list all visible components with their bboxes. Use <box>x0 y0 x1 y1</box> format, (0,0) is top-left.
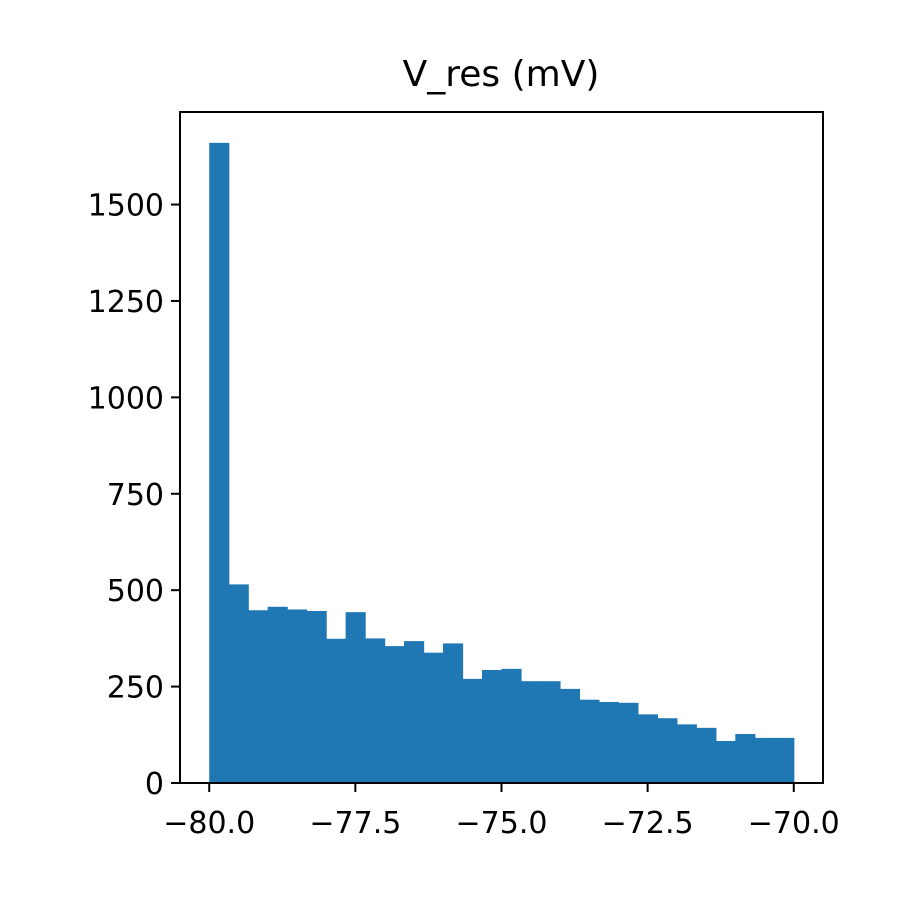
histogram-bar <box>637 714 658 783</box>
x-tick-label: −77.5 <box>309 806 401 841</box>
histogram-bar <box>618 702 639 783</box>
histogram-bar <box>482 670 503 783</box>
histogram-bar <box>462 678 483 783</box>
x-tick-label: −70.0 <box>748 806 840 841</box>
plot-frame <box>179 111 824 784</box>
x-tick-label: −75.0 <box>456 806 548 841</box>
histogram-bar <box>559 688 581 783</box>
y-tick-label: 750 <box>107 478 164 513</box>
histogram-bar <box>306 611 327 783</box>
y-tick-label: 1250 <box>88 285 164 320</box>
histogram-bar <box>248 610 269 783</box>
histogram-bar <box>676 724 697 783</box>
x-tick-label: −72.5 <box>602 806 694 841</box>
chart-title: V_res (mV) <box>403 54 600 95</box>
histogram-bar <box>540 681 561 783</box>
histogram-bar <box>774 737 795 783</box>
y-tick-label: 250 <box>107 671 164 706</box>
y-tick-label: 1500 <box>88 189 164 224</box>
histogram-bar <box>365 638 386 783</box>
histogram-bar <box>735 734 756 783</box>
histogram-bar <box>423 652 444 783</box>
histogram-bar <box>443 643 464 783</box>
y-axis-ticks: 0 250 500 750 1000 1250 1500 <box>88 189 180 802</box>
bars-group <box>209 142 795 784</box>
histogram-bar <box>209 142 230 784</box>
histogram-bar <box>287 609 308 783</box>
histogram-bar <box>520 681 542 783</box>
x-axis-ticks: −80.0 −77.5 −75.0 −72.5 −70.0 <box>163 783 840 841</box>
histogram-bar <box>345 612 366 783</box>
y-tick-label: 1000 <box>88 381 164 416</box>
y-tick-label: 0 <box>145 767 164 802</box>
histogram-bar <box>754 737 775 783</box>
histogram-bar <box>657 718 678 783</box>
histogram-bar <box>228 584 249 783</box>
histogram-bar <box>267 606 288 783</box>
histogram-bar <box>579 699 600 783</box>
y-tick-label: 500 <box>107 574 164 609</box>
histogram-bar <box>598 702 620 783</box>
histogram-bar <box>715 740 736 783</box>
histogram-bar <box>501 668 522 783</box>
histogram-bar <box>696 727 717 783</box>
histogram-bar <box>326 638 347 783</box>
x-tick-label: −80.0 <box>163 806 255 841</box>
histogram-bar <box>384 646 405 783</box>
histogram-bar <box>404 641 425 783</box>
